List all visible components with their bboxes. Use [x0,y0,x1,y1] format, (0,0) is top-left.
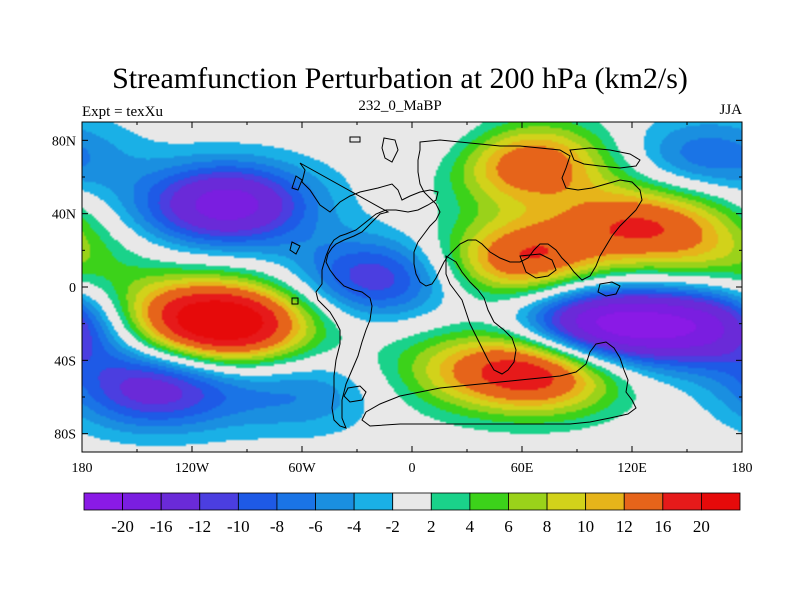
colorbar-box [160,492,201,511]
colorbar-box [701,492,741,511]
x-tick-label: 120W [175,461,210,476]
colorbar-box [392,492,432,511]
y-tick-label: 80S [54,428,76,443]
colorbar-label: 10 [577,517,594,536]
y-tick-label: 40S [54,354,76,369]
colorbar-box [122,492,162,511]
x-tick-label: 180 [732,461,753,476]
x-tick-label: 0 [409,461,416,476]
y-tick-label: 0 [69,281,76,296]
colorbar-box [237,492,278,511]
colorbar-label: -2 [386,517,400,536]
colorbar-box [585,492,625,511]
colorbar-label: -8 [270,517,284,536]
continent-outline [289,136,643,429]
colorbar-label: -4 [347,517,362,536]
colorbar-label: -12 [188,517,211,536]
colorbar-label: 4 [466,517,475,536]
colorbar-box [199,492,239,511]
plot-axes: 180 120W 60W 0 60E 120E 180 80N 40N 0 40S 80S [52,121,753,476]
colorbar-box [546,492,587,511]
experiment-label: Expt = texXu [82,104,163,120]
x-tick-label: 60E [511,461,534,476]
colorbar-label: 16 [654,517,671,536]
colorbar-box [469,492,509,511]
colorbar-box [276,492,316,511]
x-tick-label: 60W [288,461,316,476]
streamfunction-field [82,122,742,452]
season-label: JJA [719,102,742,118]
colorbar-label: 8 [543,517,552,536]
colorbar-box [623,492,664,511]
x-tick-label: 180 [72,461,93,476]
colorbar-label: -16 [150,517,173,536]
colorbar-label: 6 [504,517,513,536]
colorbar-label: -20 [111,517,134,536]
x-tick-label: 120E [617,461,647,476]
case-label: 232_0_MaBP [358,98,442,114]
colorbar-label: 20 [693,517,710,536]
y-tick-label: 40N [52,208,76,223]
chart-title: Streamfunction Perturbation at 200 hPa (… [112,62,688,95]
colorbar-label: -10 [227,517,250,536]
colorbar-box [315,492,355,511]
colorbar-box [83,492,123,511]
y-tick-label: 80N [52,134,76,149]
colorbar-label: -6 [308,517,322,536]
colorbar-box [508,492,548,511]
colorbar-label: 12 [616,517,633,536]
colorbar-box [353,492,394,511]
colorbar: -20 -16 -12 -10 -8 -6 -4 -2 2 4 6 8 10 12 16 20 [83,492,741,536]
colorbar-box [430,492,471,511]
colorbar-box [662,492,702,511]
colorbar-label: 2 [427,517,436,536]
